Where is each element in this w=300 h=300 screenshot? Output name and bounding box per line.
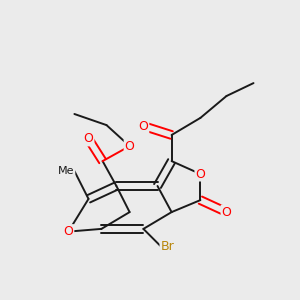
Text: O: O — [64, 225, 73, 238]
Text: O: O — [222, 206, 231, 219]
Text: O: O — [196, 167, 205, 181]
Text: Br: Br — [160, 239, 174, 253]
Text: O: O — [84, 132, 93, 146]
Text: O: O — [125, 140, 134, 153]
Text: O: O — [139, 119, 148, 133]
Text: Me: Me — [58, 166, 74, 176]
